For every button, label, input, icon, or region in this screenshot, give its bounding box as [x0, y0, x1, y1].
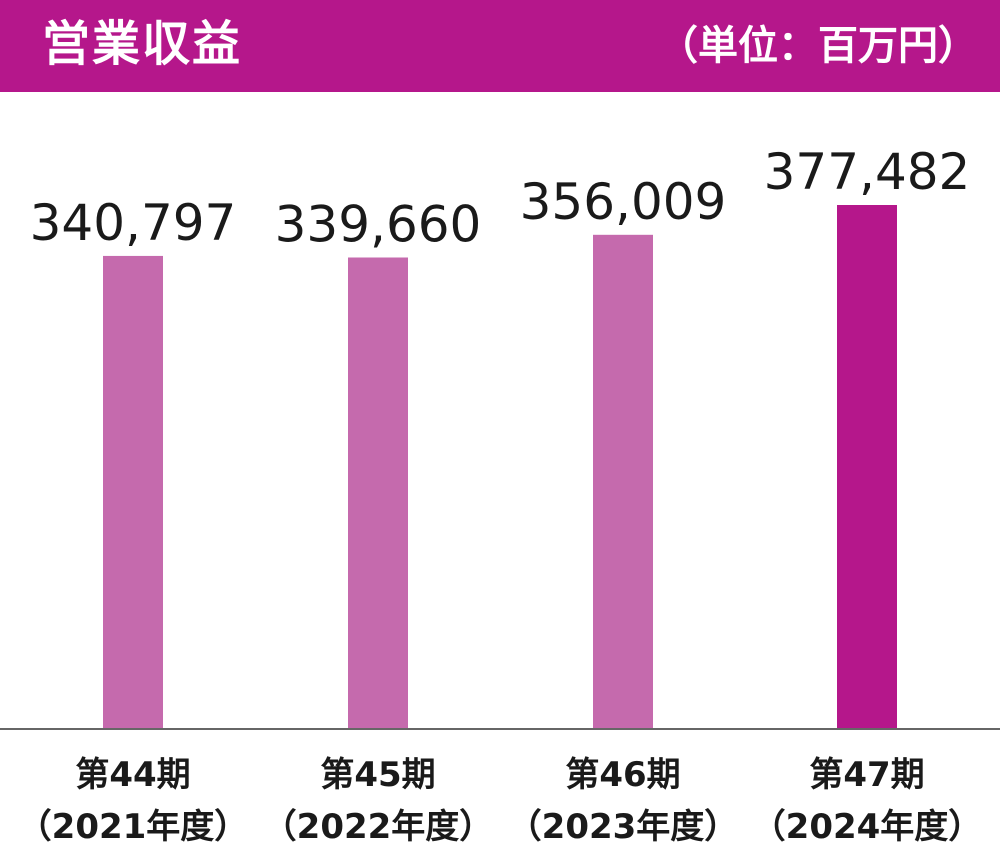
category-year-4: （2024年度） [752, 807, 983, 847]
chart-title: 営業収益 [42, 16, 243, 72]
category-period-2: 第45期 [320, 755, 435, 795]
bar-3 [593, 234, 653, 729]
value-label-3: 356,009 [520, 173, 727, 231]
value-label-1: 340,797 [30, 194, 237, 252]
value-label-4: 377,482 [764, 143, 971, 201]
category-period-3: 第46期 [565, 755, 680, 795]
category-year-3: （2023年度） [508, 807, 739, 847]
category-period-1: 第44期 [75, 755, 190, 795]
category-period-4: 第47期 [809, 755, 924, 795]
bar-4 [837, 205, 897, 729]
labels-group: 340,797 第44期 （2021年度） 339,660 第45期 （2022年度） 35… [18, 143, 983, 847]
bar-1 [103, 255, 163, 729]
bars-group [103, 205, 897, 729]
value-label-2: 339,660 [275, 196, 482, 254]
chart-header: 営業収益 （単位：百万円） [0, 0, 1000, 92]
category-year-1: （2021年度） [18, 807, 249, 847]
unit-label: （単位：百万円） [658, 23, 978, 69]
category-year-2: （2022年度） [263, 807, 494, 847]
bar-2 [348, 257, 408, 729]
